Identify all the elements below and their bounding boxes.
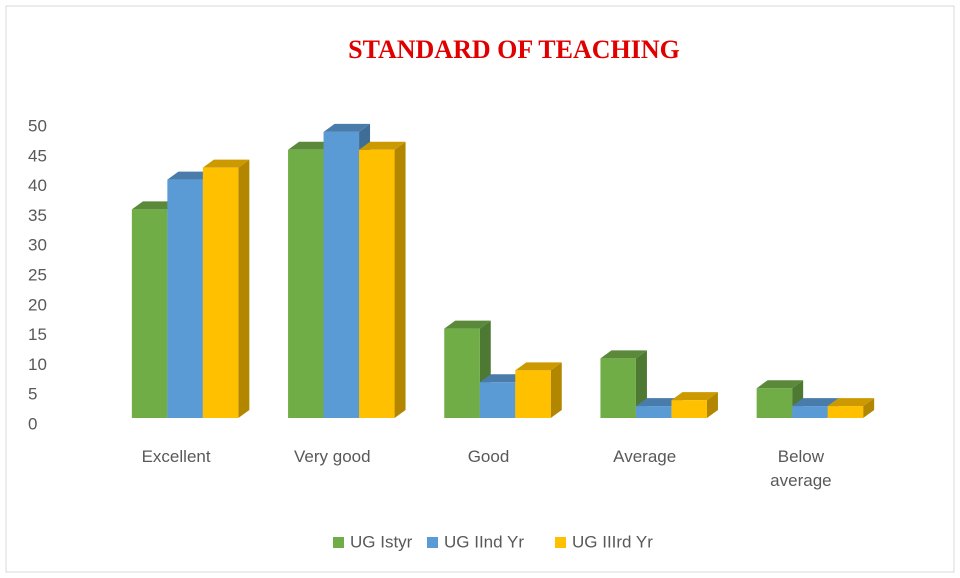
- bar-top: [131, 201, 179, 210]
- bar-top: [479, 374, 527, 383]
- bar: [792, 406, 828, 418]
- bar: [444, 328, 480, 418]
- bar-top: [671, 392, 718, 401]
- bar-top: [288, 141, 335, 150]
- bar-top: [515, 362, 562, 371]
- y-tick-label: 10: [28, 355, 47, 374]
- x-tick-label: Average: [613, 447, 677, 466]
- bar-side: [863, 398, 875, 418]
- bar-top: [827, 398, 875, 407]
- bar-side: [706, 392, 718, 418]
- bar: [479, 382, 516, 418]
- y-tick-label: 30: [28, 236, 47, 255]
- bar-side: [238, 159, 250, 418]
- bar-top: [756, 380, 804, 389]
- bar: [671, 400, 707, 418]
- bar-top: [444, 320, 491, 329]
- x-tick-label: Excellent: [141, 447, 211, 466]
- y-tick-label: 50: [28, 116, 47, 135]
- bar: [827, 406, 864, 418]
- y-tick-label: 0: [28, 414, 37, 433]
- y-tick-label: 15: [28, 325, 47, 344]
- bar: [756, 388, 793, 418]
- bar-top: [792, 398, 839, 407]
- y-tick-label: 20: [28, 295, 47, 314]
- y-tick-label: 35: [28, 206, 47, 225]
- bar: [635, 406, 672, 418]
- bar: [202, 167, 239, 418]
- x-tick-label: Below average: [770, 447, 832, 490]
- legend-swatch: [555, 537, 566, 548]
- bar: [167, 179, 203, 418]
- bar: [131, 209, 168, 418]
- bar: [288, 149, 324, 419]
- legend-label: UG IIIrd Yr: [572, 532, 653, 551]
- bar-side: [550, 362, 562, 418]
- y-tick-label: 25: [28, 265, 47, 284]
- bar-side: [394, 141, 406, 419]
- bar-top: [635, 398, 683, 407]
- legend-label: UG Istyr: [350, 532, 413, 551]
- bar: [323, 131, 360, 419]
- legend-label: UG IInd Yr: [444, 532, 524, 551]
- bar: [600, 358, 636, 418]
- y-tick-label: 5: [28, 385, 37, 404]
- bar-top: [359, 141, 406, 150]
- x-tick-label: Good: [467, 447, 510, 466]
- bar-top: [202, 159, 250, 168]
- bar: [515, 370, 551, 418]
- bar-top: [323, 123, 371, 132]
- bar-top: [600, 350, 647, 359]
- y-tick-label: 40: [28, 176, 47, 195]
- legend-swatch: [427, 537, 438, 548]
- y-tick-label: 45: [28, 146, 47, 165]
- chart-title: STANDARD OF TEACHING: [348, 35, 680, 64]
- x-tick-label: Very good: [294, 447, 371, 466]
- bar-top: [167, 171, 214, 180]
- chart-border: [5, 5, 955, 573]
- bar: [359, 149, 395, 419]
- legend-swatch: [333, 537, 344, 548]
